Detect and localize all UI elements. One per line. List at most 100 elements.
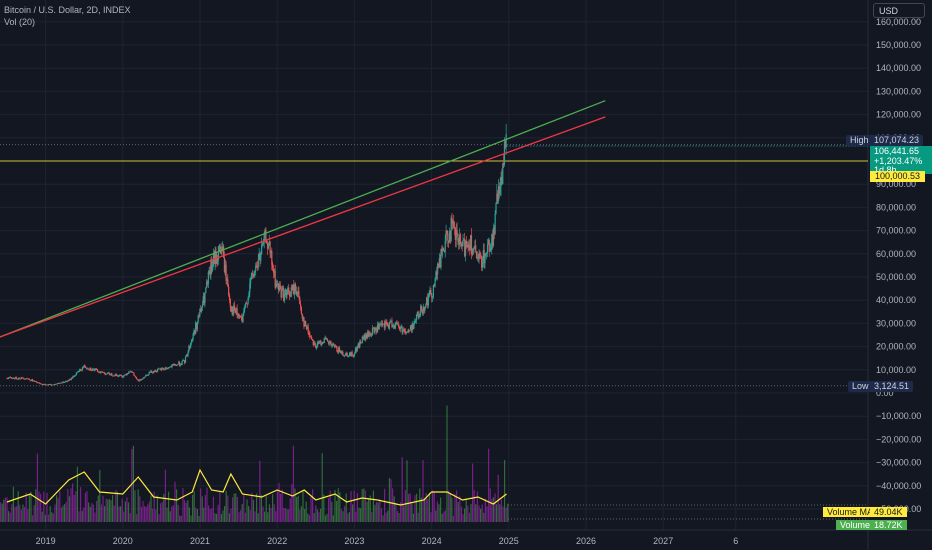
candle-body xyxy=(168,367,171,368)
candle-body xyxy=(323,338,325,344)
x-tick-label: 6 xyxy=(733,536,738,546)
candle-body xyxy=(431,293,433,298)
candle-body xyxy=(6,377,8,379)
candle-body xyxy=(129,371,132,373)
volume-bar xyxy=(190,515,192,522)
candle-body xyxy=(30,380,32,382)
high-value-tag: 107,074.23 xyxy=(870,135,924,146)
candle-body xyxy=(343,355,346,357)
currency-button[interactable]: USD xyxy=(873,3,925,18)
candle-body xyxy=(9,376,11,378)
volume-bar xyxy=(188,507,190,522)
candle-body xyxy=(28,378,30,380)
candle-body xyxy=(238,315,240,317)
candle-body xyxy=(272,264,274,269)
candle-body xyxy=(248,292,250,298)
candle-body xyxy=(65,380,67,382)
candle-body xyxy=(393,325,395,327)
candle-body xyxy=(369,333,371,335)
candle-body xyxy=(96,369,98,370)
candle-body xyxy=(365,334,368,339)
candle-body xyxy=(427,297,429,306)
volume-bar xyxy=(307,513,309,522)
candle-body xyxy=(353,354,355,357)
candle-body xyxy=(448,231,451,243)
candle-body xyxy=(234,310,237,314)
candle-body xyxy=(131,372,133,373)
candle-body xyxy=(402,331,404,333)
volume-bar xyxy=(166,507,168,522)
volume-bar xyxy=(411,503,413,522)
candle-body xyxy=(222,246,224,248)
candle-body xyxy=(125,374,127,376)
candle-body xyxy=(126,373,128,375)
candle-body xyxy=(52,384,54,386)
candle-body xyxy=(302,317,304,319)
candle-body xyxy=(52,384,55,386)
candle-body xyxy=(102,372,105,374)
candle-body xyxy=(76,371,78,373)
volume-bar xyxy=(486,506,488,522)
candle-body xyxy=(396,322,398,325)
volume-bar xyxy=(368,498,370,522)
candle-body xyxy=(189,345,191,349)
candle-body xyxy=(445,230,447,242)
volume-bar xyxy=(76,466,78,522)
candle-body xyxy=(503,163,505,165)
volume-bar xyxy=(163,493,165,522)
candle-body xyxy=(349,352,351,356)
candle-body xyxy=(249,283,251,293)
volume-bar xyxy=(65,502,67,522)
candle-body xyxy=(379,324,381,326)
volume-bar xyxy=(262,506,264,522)
volume-bar xyxy=(216,513,218,522)
volume-bar xyxy=(462,514,464,522)
y-tick-label: 60,000.00 xyxy=(876,249,916,259)
candle-body xyxy=(340,350,342,354)
candle-body xyxy=(117,375,119,377)
candle-body xyxy=(268,241,270,244)
volume-bar xyxy=(172,505,174,522)
candle-body xyxy=(446,230,448,234)
volume-bar xyxy=(267,512,269,522)
candle-body xyxy=(261,244,263,255)
candle-body xyxy=(358,343,360,348)
candle-body xyxy=(145,375,147,377)
candle-body xyxy=(173,364,175,366)
volume-bar xyxy=(14,506,16,522)
volume-bar xyxy=(217,504,219,522)
volume-bar xyxy=(289,498,291,522)
candle-body xyxy=(96,369,99,372)
candle-body xyxy=(283,287,285,301)
volume-bar xyxy=(281,489,283,522)
candle-body xyxy=(447,233,449,241)
candle-body xyxy=(474,245,476,248)
candle-body xyxy=(194,330,196,334)
candle-body xyxy=(388,322,391,329)
volume-bar xyxy=(488,448,490,522)
candle-body xyxy=(486,244,489,254)
candle-body xyxy=(366,331,369,339)
candle-body xyxy=(294,284,296,295)
candle-body xyxy=(191,338,193,341)
volume-bar xyxy=(364,490,366,522)
candle-body xyxy=(317,342,319,344)
volume-bar xyxy=(3,499,5,522)
candle-body xyxy=(215,250,217,264)
candle-body xyxy=(377,324,380,330)
candle-body xyxy=(415,315,418,321)
candle-body xyxy=(400,326,402,328)
y-tick-label: 80,000.00 xyxy=(876,202,916,212)
candle-body xyxy=(409,325,412,331)
volume-bar xyxy=(438,504,440,522)
candle-body xyxy=(483,250,485,264)
volume-bar xyxy=(440,497,442,522)
volume-bar xyxy=(28,494,30,522)
volume-bar xyxy=(92,504,94,522)
volume-bar xyxy=(256,493,258,522)
candle-body xyxy=(172,364,174,366)
candle-body xyxy=(437,263,439,275)
candle-body xyxy=(364,335,366,341)
candle-body xyxy=(39,383,41,384)
